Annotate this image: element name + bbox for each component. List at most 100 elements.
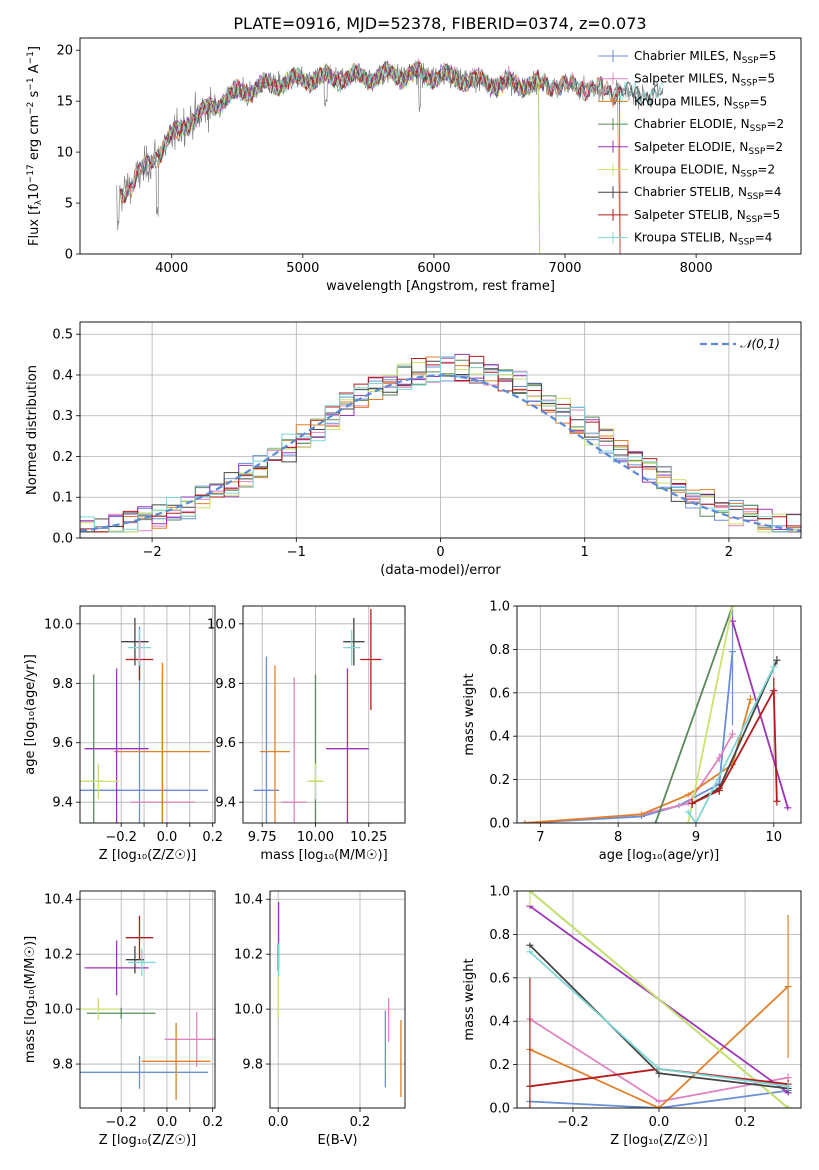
x-axis-label: E(B-V) — [317, 1133, 357, 1148]
y-axis-label-part: −17 — [26, 164, 36, 183]
legend-label-sub: SSP — [742, 56, 759, 66]
x-tick-label: 10 — [765, 830, 782, 845]
y-tick-label: 0.4 — [489, 1015, 510, 1030]
y-tick-label: 0.5 — [52, 328, 73, 343]
figure-title: PLATE=0916, MJD=52378, FIBERID=0374, z=0… — [233, 14, 646, 33]
legend-label-text: Kroupa STELIB, N — [634, 231, 738, 245]
y-tick-label: 1.0 — [489, 885, 510, 900]
x-tick-label: 7 — [536, 830, 544, 845]
panel-mass_weight_vs_Z: −0.2 0.0 0.2 0.0 0.2 0.4 0.6 0.8 1.0 Z [log₁₀(Z/Z… — [462, 885, 802, 1148]
normal-curve — [80, 374, 801, 532]
y-tick-label: 0 — [65, 248, 73, 263]
series-kroupa_miles — [529, 985, 789, 1108]
y-tick-label: 5 — [65, 197, 73, 212]
y-axis-label: Normed distribution — [25, 365, 40, 495]
y-tick-label: 0.1 — [52, 491, 73, 506]
x-tick-label: −2 — [143, 545, 162, 560]
legend-label: Chabrier ELODIE, NSSP=2 — [634, 117, 784, 134]
y-axis-label-part: −1 — [26, 51, 36, 64]
panel-age_vs_mass: 9.75 10.00 10.25 9.4 9.6 9.8 10.0 mass [log₁₀(M… — [207, 605, 406, 863]
legend-label: Kroupa MILES, NSSP=5 — [634, 94, 767, 111]
y-axis-label-part: s — [27, 90, 42, 101]
y-tick-label: 9.8 — [52, 1058, 73, 1073]
y-axis-label: mass weight — [462, 958, 477, 1040]
axes-frame — [269, 890, 406, 1109]
x-tick-label: 7000 — [548, 261, 581, 276]
legend-label-sub: SSP — [738, 238, 755, 248]
panel-age_vs_Z: −0.2 0.0 0.2 9.4 9.6 9.8 10.0 Z [log₁₀(Z/Z☉)] ag… — [23, 605, 223, 863]
y-tick-label: 0.0 — [489, 817, 510, 832]
x-tick-label: 0.2 — [350, 1115, 371, 1130]
x-axis-label: (data-model)/error — [380, 563, 501, 578]
panel-spectrum: 4000 5000 6000 7000 8000 0 5 10 15 20 wavelength [… — [26, 37, 802, 294]
y-tick-label: 10.0 — [44, 617, 73, 632]
y-tick-label: 0.8 — [489, 928, 510, 943]
panel-mass_vs_Z: −0.2 0.0 0.2 9.8 10.0 10.2 10.4 Z [log₁₀(Z/Z☉)]… — [23, 890, 223, 1148]
x-tick-label: 5000 — [286, 261, 319, 276]
x-tick-label: 0 — [436, 545, 444, 560]
legend-label-count: =5 — [759, 49, 777, 63]
y-tick-label: 10.4 — [44, 893, 73, 908]
axes-frame — [242, 605, 406, 824]
y-tick-label: 15 — [56, 95, 73, 110]
x-tick-label: 8 — [614, 830, 622, 845]
y-tick-label: 10.2 — [234, 948, 263, 963]
y-axis-label-part: Flux [f — [27, 205, 42, 246]
legend-label-count: =2 — [765, 140, 783, 154]
y-tick-label: 0.8 — [489, 643, 510, 658]
x-axis-label: Z [log₁₀(Z/Z☉)] — [99, 848, 196, 863]
y-tick-label: 0.2 — [489, 773, 510, 788]
y-tick-label: 9.4 — [52, 796, 73, 811]
x-tick-label: 0.0 — [649, 1115, 670, 1130]
axes-frame — [516, 890, 802, 1109]
plot-area-mass_weight_vs_age — [521, 606, 792, 823]
series-kroupa_stelib — [687, 666, 775, 823]
legend-label: Chabrier MILES, NSSP=5 — [634, 49, 776, 66]
panel-residuals: −2 −1 0 1 2 0.0 0.1 0.2 0.3 0.4 0.5 (data-model)/er… — [25, 321, 802, 578]
legend-normal-label: 𝒩(0,1) — [740, 337, 780, 351]
spectrum-model-kroupa_stelib — [118, 62, 664, 202]
y-tick-label: 9.6 — [52, 736, 73, 751]
series-chabrier_miles — [529, 1089, 789, 1108]
y-tick-label: 0.4 — [489, 730, 510, 745]
y-axis-label: mass [log₁₀(M/M☉)] — [23, 936, 38, 1063]
panel-mass_weight_vs_age: 7 8 9 10 0.0 0.2 0.4 0.6 0.8 1.0 age [log₁₀(age/yr… — [462, 600, 802, 863]
legend-label-count: =4 — [755, 231, 773, 245]
legend-label-text: Chabrier STELIB, N — [634, 185, 747, 199]
y-axis-label: mass weight — [462, 673, 477, 755]
legend-label-count: =2 — [766, 117, 784, 131]
legend-label-sub: SSP — [741, 170, 758, 180]
x-tick-label: 10.00 — [297, 830, 334, 845]
x-tick-label: 0.0 — [157, 830, 178, 845]
histogram-kroupa_stelib — [80, 356, 801, 538]
legend-label-count: =2 — [757, 163, 775, 177]
y-tick-label: 9.6 — [215, 736, 236, 751]
legend-label-sub: SSP — [741, 79, 758, 89]
legend-label-count: =4 — [764, 185, 782, 199]
axes-frame — [79, 321, 802, 539]
legend-label-count: =5 — [763, 208, 781, 222]
x-tick-label: 0.2 — [202, 830, 223, 845]
legend-label-sub: SSP — [747, 192, 764, 202]
legend-label-count: =5 — [750, 94, 768, 108]
plot-area-age_vs_mass — [253, 608, 382, 823]
legend-label-text: Chabrier MILES, N — [634, 49, 742, 63]
y-tick-label: 9.8 — [52, 677, 73, 692]
y-tick-label: 9.8 — [215, 677, 236, 692]
legend-label-text: Salpeter MILES, N — [634, 72, 741, 86]
y-axis-label-part: −1 — [26, 77, 36, 90]
x-tick-label: −0.2 — [557, 1115, 589, 1130]
plot-area-mass_vs_Z — [80, 915, 215, 1100]
y-tick-label: 0.6 — [489, 971, 510, 986]
x-tick-label: 2 — [725, 545, 733, 560]
y-axis-label-part: erg cm — [27, 115, 42, 164]
x-tick-label: −0.2 — [105, 830, 137, 845]
series-kroupa_elodie — [529, 891, 789, 1108]
x-axis-label: wavelength [Angstrom, rest frame] — [326, 279, 555, 294]
y-axis-label: age [log₁₀(age/yr)] — [23, 654, 38, 775]
y-axis-label-part: A — [27, 64, 42, 77]
legend-label-text: Salpeter STELIB, N — [634, 208, 746, 222]
y-tick-label: 10.2 — [44, 948, 73, 963]
